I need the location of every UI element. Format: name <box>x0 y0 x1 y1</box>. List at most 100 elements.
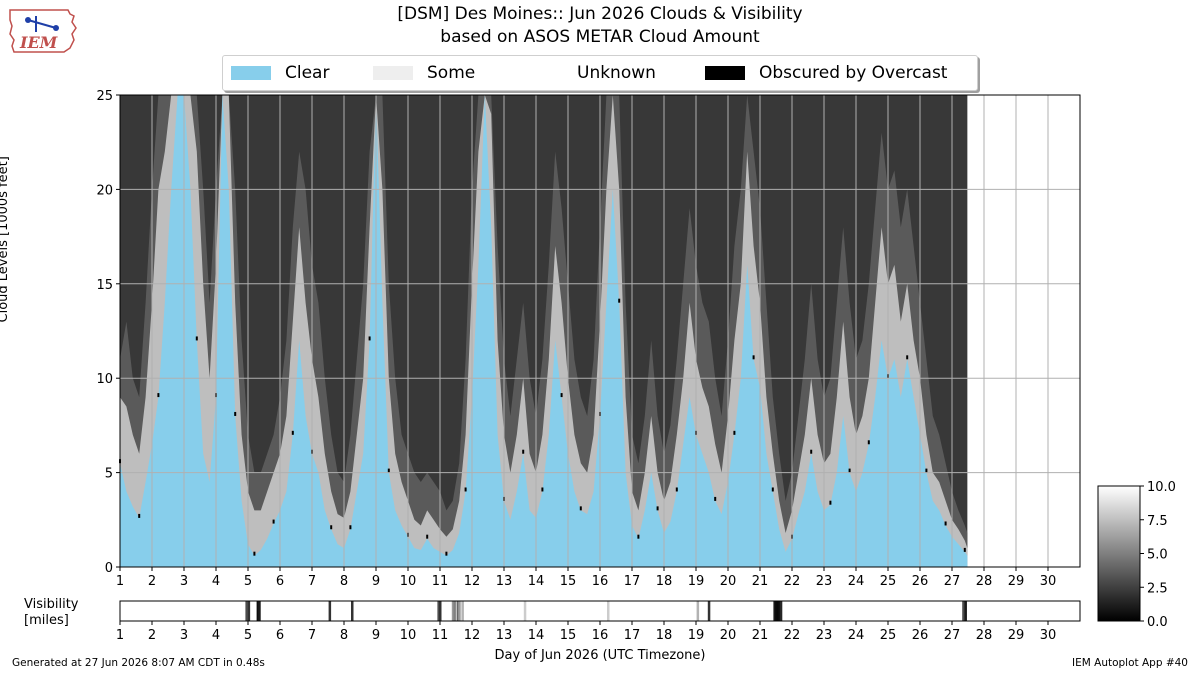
series-clear <box>120 95 968 567</box>
visibility-mark <box>773 601 776 621</box>
y-tick-label: 10 <box>96 372 113 387</box>
y-tick-label: 20 <box>96 183 113 198</box>
visibility-background <box>120 601 1080 621</box>
x-tick-label: 9 <box>372 574 380 589</box>
visibility-mark <box>451 601 455 621</box>
visibility-mark <box>964 601 967 621</box>
vis-x-tick-label: 29 <box>1008 628 1025 643</box>
vis-x-tick-label: 22 <box>784 628 801 643</box>
overcast-speck <box>234 411 237 416</box>
x-tick-label: 1 <box>116 574 124 589</box>
x-tick-label: 29 <box>1008 574 1025 589</box>
legend-item-clear: Clear <box>231 56 329 90</box>
x-tick-label: 14 <box>528 574 545 589</box>
overcast-speck <box>253 551 256 556</box>
y-tick-label: 15 <box>96 278 113 293</box>
visibility-mark <box>523 601 527 621</box>
vis-x-tick-label: 17 <box>624 628 641 643</box>
vis-x-tick-label: 10 <box>400 628 417 643</box>
x-tick-label: 26 <box>912 574 929 589</box>
colorbar-tick-label: 0.0 <box>1147 615 1168 630</box>
legend-swatch-clear <box>231 66 271 80</box>
x-tick-label: 13 <box>496 574 513 589</box>
vis-x-tick-label: 19 <box>688 628 705 643</box>
x-tick-label: 17 <box>624 574 641 589</box>
overcast-speck <box>368 336 371 341</box>
vis-x-tick-label: 23 <box>816 628 833 643</box>
vis-x-tick-label: 14 <box>528 628 545 643</box>
legend: Clear Some Unknown Obscured by Overcast <box>222 55 978 91</box>
x-tick-label: 24 <box>848 574 865 589</box>
overcast-speck <box>387 468 390 473</box>
visibility-mark <box>456 601 460 621</box>
visibility-mark <box>437 601 440 621</box>
colorbar-tick-label: 7.5 <box>1147 514 1168 529</box>
app-credit: IEM Autoplot App #40 <box>1072 657 1188 669</box>
visibility-mark <box>247 601 251 621</box>
visibility-mark <box>453 601 456 621</box>
x-tick-label: 7 <box>308 574 316 589</box>
overcast-speck <box>330 525 333 530</box>
overcast-speck <box>579 506 582 511</box>
visibility-mark <box>779 601 783 621</box>
legend-label-overcast: Obscured by Overcast <box>759 63 948 83</box>
vis-x-tick-label: 1 <box>116 628 124 643</box>
overcast-speck <box>291 430 294 435</box>
overcast-speck <box>272 519 275 524</box>
x-tick-label: 20 <box>720 574 737 589</box>
logo-text: IEM <box>19 33 59 52</box>
overcast-speck <box>714 496 717 501</box>
colorbar-tick-label: 2.5 <box>1147 581 1168 596</box>
overcast-speck <box>426 534 429 539</box>
visibility-mark <box>439 601 442 621</box>
x-tick-label: 11 <box>432 574 449 589</box>
overcast-speck <box>829 500 832 505</box>
overcast-speck <box>810 449 813 454</box>
overcast-speck <box>464 487 467 492</box>
x-tick-label: 3 <box>180 574 188 589</box>
overcast-speck <box>618 298 621 303</box>
x-tick-label: 27 <box>944 574 961 589</box>
visibility-mark <box>776 601 780 621</box>
x-tick-label: 4 <box>212 574 220 589</box>
visibility-mark <box>256 601 260 621</box>
overcast-speck <box>771 487 774 492</box>
visibility-colorbar: 10.0 7.5 5.0 2.5 0.0 <box>1097 480 1176 630</box>
visibility-mark <box>778 601 781 621</box>
legend-swatch-overcast <box>705 66 745 80</box>
vis-x-tick-label: 15 <box>560 628 577 643</box>
x-tick-label: 8 <box>340 574 348 589</box>
overcast-speck <box>944 521 947 526</box>
x-tick-label: 5 <box>244 574 252 589</box>
vis-x-tick-label: 2 <box>148 628 156 643</box>
overcast-speck <box>733 430 736 435</box>
x-tick-label: 22 <box>784 574 801 589</box>
visibility-mark <box>245 601 248 621</box>
vis-x-tick-label: 21 <box>752 628 769 643</box>
x-tick-label: 19 <box>688 574 705 589</box>
vis-x-tick-label: 7 <box>308 628 316 643</box>
x-axis-label: Day of Jun 2026 (UTC Timezone) <box>494 648 706 663</box>
vis-x-tick-label: 30 <box>1040 628 1057 643</box>
vis-x-tick-label: 3 <box>180 628 188 643</box>
visibility-mark <box>461 601 464 621</box>
legend-item-unknown: Unknown <box>523 56 656 90</box>
vis-x-tick-label: 26 <box>912 628 929 643</box>
visibility-mark <box>607 601 610 621</box>
colorbar-gradient <box>1097 485 1141 622</box>
visibility-strip: 1 2 3 4 5 6 7 8 9 10 11 12 13 14 15 16 17 18 19 20 21 22 23 24 2… <box>116 600 1081 643</box>
y-tick-label: 5 <box>105 467 113 482</box>
x-tick-label: 10 <box>400 574 417 589</box>
colorbar-tick-label: 5.0 <box>1147 548 1168 563</box>
vis-x-tick-label: 8 <box>340 628 348 643</box>
legend-label-unknown: Unknown <box>577 63 656 83</box>
overcast-speck <box>675 487 678 492</box>
vis-x-tick-label: 24 <box>848 628 865 643</box>
overcast-speck <box>925 468 928 473</box>
overcast-speck <box>906 355 909 360</box>
legend-swatch-unknown <box>523 66 563 80</box>
x-tick-label: 21 <box>752 574 769 589</box>
vis-x-tick-label: 4 <box>212 628 220 643</box>
